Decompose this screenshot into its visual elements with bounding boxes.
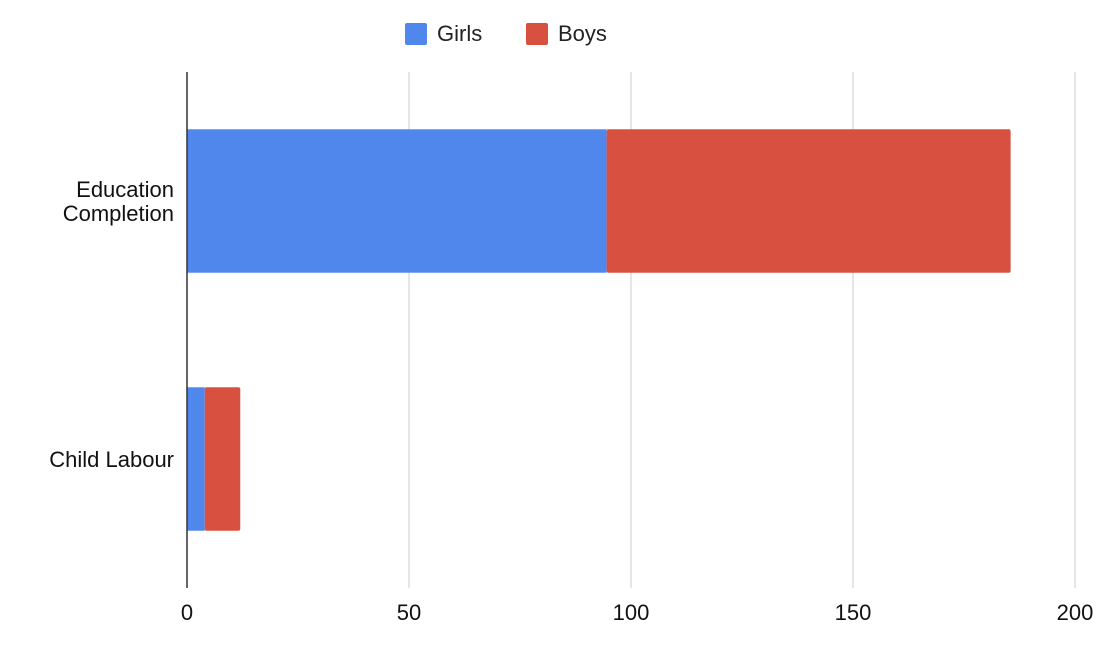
x-tick-label-3: 150 — [835, 600, 872, 625]
category-label-0: Education Completion — [63, 177, 174, 226]
legend-label-girls: Girls — [437, 21, 482, 46]
x-tick-label-1: 50 — [397, 600, 421, 625]
x-tick-label-4: 200 — [1057, 600, 1094, 625]
legend-label-boys: Boys — [558, 21, 607, 46]
bar-boys-0 — [606, 129, 1011, 273]
category-labels: Education Completion Child Labour — [49, 177, 174, 472]
category-label-1: Child Labour — [49, 447, 174, 472]
legend-swatch-boys — [526, 23, 548, 45]
x-tick-labels: 0 50 100 150 200 — [181, 600, 1093, 625]
legend-item-boys: Boys — [526, 21, 607, 46]
bars — [187, 129, 1011, 531]
x-tick-label-2: 100 — [613, 600, 650, 625]
bar-boys-1 — [204, 387, 241, 531]
legend-swatch-girls — [405, 23, 427, 45]
bar-girls-1 — [187, 387, 205, 531]
bar-girls-0 — [187, 129, 607, 273]
legend: Girls Boys — [405, 21, 607, 46]
x-tick-label-0: 0 — [181, 600, 193, 625]
legend-item-girls: Girls — [405, 21, 482, 46]
